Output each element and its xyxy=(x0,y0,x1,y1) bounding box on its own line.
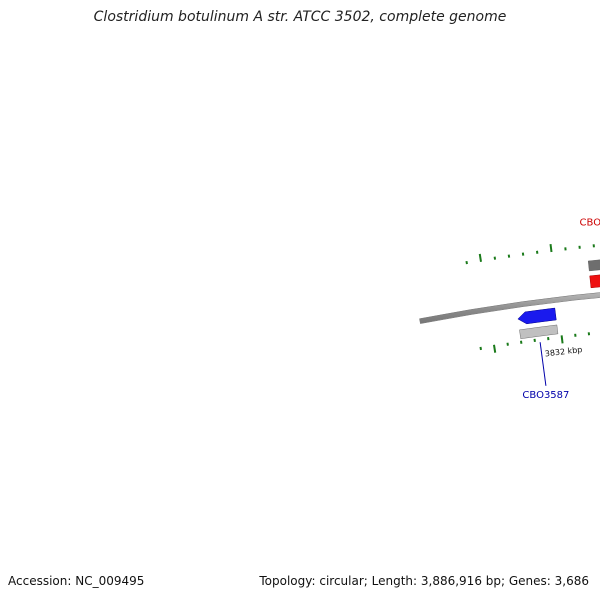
reverse-tick-ring xyxy=(479,332,591,353)
reverse-tick xyxy=(560,335,564,344)
reverse-tick xyxy=(492,344,497,353)
backbone-ring xyxy=(419,292,600,324)
kbp-label: 3832 kbp xyxy=(544,345,583,358)
reverse-cds-arrow xyxy=(517,307,557,325)
gene-feature[interactable] xyxy=(587,258,600,289)
gene-label[interactable]: CBO3587 xyxy=(522,390,569,401)
feature-layer xyxy=(517,258,600,340)
forward-tick xyxy=(549,243,553,253)
forward-cds-arrow xyxy=(589,274,600,289)
cog-block xyxy=(587,259,600,272)
label-leader xyxy=(539,342,547,386)
forward-tick xyxy=(478,253,482,262)
map-title: Clostridium botulinum A str. ATCC 3502, … xyxy=(93,9,507,25)
accession-text: Accession: NC_009495 xyxy=(8,574,145,588)
topology-text: Topology: circular; Length: 3,886,916 bp… xyxy=(259,574,589,588)
cog-block xyxy=(519,324,559,340)
backbone-layer xyxy=(419,292,600,324)
forward-tick-ring xyxy=(465,243,595,265)
gene-feature[interactable] xyxy=(517,307,559,340)
gene-label[interactable]: CBO3588 xyxy=(580,217,600,228)
label-layer: 3832 kbp3833 kbp3834 kbp3835 kbp3836 kbp… xyxy=(522,217,600,401)
